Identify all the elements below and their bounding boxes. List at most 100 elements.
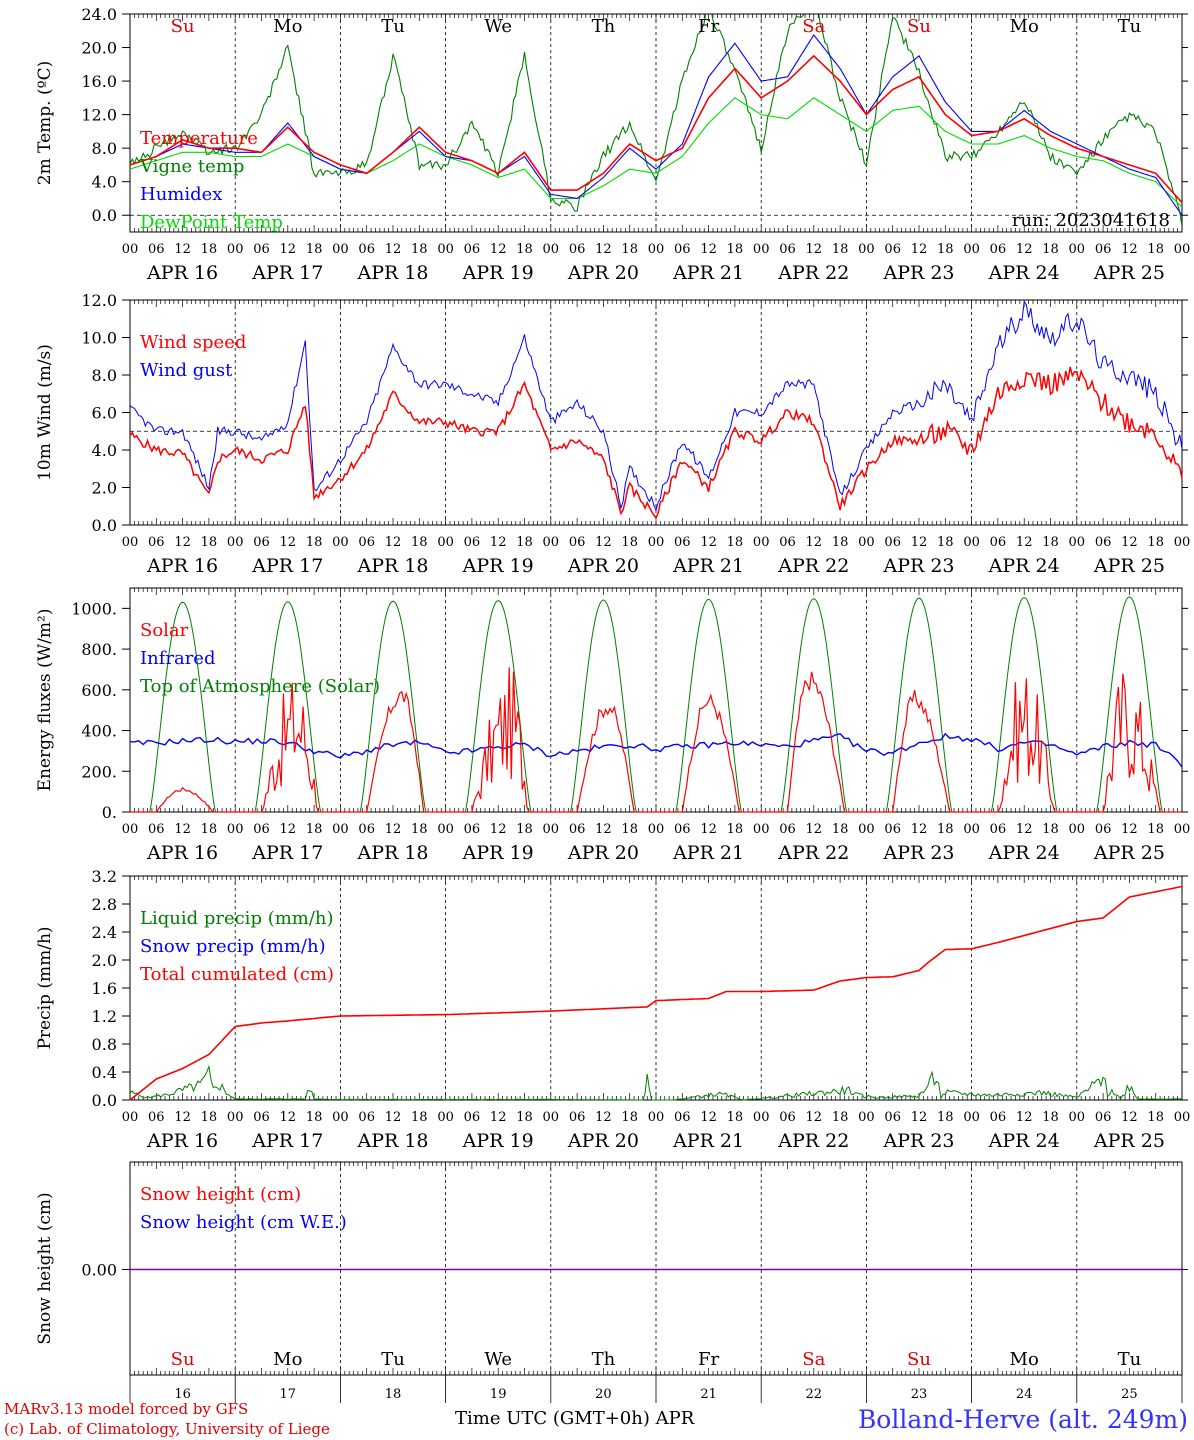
panel-3: Precip (mm/h) 0.0 0.4 0.8 1.2 1.6 2.0 2.4 2.8 3.2… xyxy=(35,867,1190,1152)
hour-tick-label: 00 xyxy=(122,242,139,257)
series-cumulated xyxy=(129,885,1183,1101)
hour-tick-label: 00 xyxy=(963,242,980,257)
hour-tick-label: 18 xyxy=(411,242,428,257)
y-axis-label: Energy fluxes (W/m²) xyxy=(35,609,55,792)
hour-tick-label: 12 xyxy=(1016,535,1033,550)
legend-entry: Total cumulated (cm) xyxy=(140,964,334,985)
hour-tick-label: 06 xyxy=(464,1110,481,1125)
y-tick-label: 1.2 xyxy=(92,1007,117,1026)
day-number-label: 22 xyxy=(806,1387,823,1402)
hour-tick-label: 12 xyxy=(174,822,191,837)
hour-tick-label: 18 xyxy=(832,1110,849,1125)
plot-frame xyxy=(129,587,1183,813)
legend-entry: Temperature xyxy=(140,128,258,149)
hour-tick-label: 12 xyxy=(490,1110,507,1125)
hour-tick-label: 12 xyxy=(280,1110,297,1125)
legend-entry: Infrared xyxy=(140,648,215,669)
hour-tick-label: 00 xyxy=(753,822,770,837)
y-tick-label: 200. xyxy=(81,762,117,781)
hour-tick-label: 06 xyxy=(779,1110,796,1125)
y-axis-label: 2m Temp. (ºC) xyxy=(35,61,55,186)
series-gust xyxy=(129,299,1183,512)
hour-tick-label: 12 xyxy=(1121,242,1138,257)
hour-tick-label: 06 xyxy=(884,535,901,550)
hour-tick-label: 00 xyxy=(332,1110,349,1125)
hour-tick-label: 12 xyxy=(174,242,191,257)
hour-tick-label: 18 xyxy=(1042,1110,1059,1125)
y-tick-label: 0.8 xyxy=(92,1035,117,1054)
panel-2: Energy fluxes (W/m²) 0. 200. 400. 600. 800. 10… xyxy=(35,587,1190,864)
hour-tick-label: 12 xyxy=(1016,242,1033,257)
hour-tick-label: 06 xyxy=(1095,535,1112,550)
hour-tick-label: 18 xyxy=(937,242,954,257)
hour-tick-label: 00 xyxy=(858,822,875,837)
hour-tick-label: 12 xyxy=(1121,535,1138,550)
y-tick-label: 0. xyxy=(102,803,117,822)
time-axis-label: Time UTC (GMT+0h) APR xyxy=(455,1408,695,1429)
day-number-label: 16 xyxy=(174,1387,191,1402)
weekday-label: Fr xyxy=(698,1349,719,1370)
station-name: Bolland-Herve (alt. 249m) xyxy=(858,1405,1188,1434)
hour-tick-label: 06 xyxy=(253,1110,270,1125)
y-tick-label: 8.0 xyxy=(92,366,117,385)
hour-tick-label: 18 xyxy=(1042,535,1059,550)
hour-tick-label: 00 xyxy=(227,535,244,550)
hour-tick-label: 18 xyxy=(201,822,218,837)
hour-tick-label: 00 xyxy=(648,822,665,837)
hour-tick-label: 18 xyxy=(621,242,638,257)
hour-tick-label: 12 xyxy=(174,535,191,550)
hour-tick-label: 12 xyxy=(595,822,612,837)
y-tick-label: 10.0 xyxy=(81,329,117,348)
hour-tick-label: 00 xyxy=(543,1110,560,1125)
date-label: APR 22 xyxy=(777,262,849,284)
hour-tick-label: 00 xyxy=(122,1110,139,1125)
panels: 2m Temp. (ºC) 0.0 4.0 8.0 12.0 16.0 20.0 24.0 Te… xyxy=(35,5,1190,1403)
hour-tick-label: 18 xyxy=(516,822,533,837)
y-tick-label: 20.0 xyxy=(81,39,117,58)
weekday-label: We xyxy=(484,16,512,37)
hour-tick-label: 12 xyxy=(806,242,823,257)
weekday-label: We xyxy=(484,1349,512,1370)
series-group xyxy=(130,14,1182,227)
y-tick-label: 0.00 xyxy=(81,1261,117,1280)
legend-entry: Wind gust xyxy=(140,360,233,381)
date-label: APR 16 xyxy=(146,1130,218,1152)
hour-tick-label: 06 xyxy=(674,242,691,257)
hour-tick-label: 18 xyxy=(1147,822,1164,837)
credit-line-2: (c) Lab. of Climatology, University of L… xyxy=(4,1420,330,1438)
legend-entry: Vigne temp xyxy=(139,156,244,177)
hour-tick-label: 18 xyxy=(621,535,638,550)
hour-tick-label: 18 xyxy=(832,535,849,550)
hour-tick-label: 00 xyxy=(227,242,244,257)
hour-tick-label: 18 xyxy=(1147,1110,1164,1125)
hour-tick-label: 00 xyxy=(122,822,139,837)
hour-tick-label: 06 xyxy=(1095,242,1112,257)
day-number-label: 18 xyxy=(385,1387,402,1402)
legend-entry: Snow precip (mm/h) xyxy=(140,936,326,957)
hour-tick-label: 12 xyxy=(911,535,928,550)
hour-tick-label: 18 xyxy=(516,1110,533,1125)
date-label: APR 18 xyxy=(356,1130,428,1152)
hour-tick-label: 06 xyxy=(1095,822,1112,837)
hour-tick-label: 00 xyxy=(1069,822,1086,837)
hour-tick-label: 00 xyxy=(437,242,454,257)
hour-tick-label: 12 xyxy=(385,1110,402,1125)
hour-tick-label: 06 xyxy=(253,822,270,837)
legend-entry: Liquid precip (mm/h) xyxy=(140,908,334,929)
hour-tick-label: 12 xyxy=(385,822,402,837)
date-label: APR 22 xyxy=(777,1130,849,1152)
date-label: APR 20 xyxy=(567,262,639,284)
weekday-label: Tu xyxy=(1118,16,1142,37)
date-label: APR 16 xyxy=(146,842,218,864)
date-label: APR 19 xyxy=(462,842,534,864)
hour-tick-label: 06 xyxy=(464,535,481,550)
y-tick-label: 1.6 xyxy=(92,979,117,998)
hour-tick-label: 18 xyxy=(306,242,323,257)
date-label: APR 20 xyxy=(567,1130,639,1152)
hour-tick-label: 12 xyxy=(911,822,928,837)
y-tick-label: 0.4 xyxy=(92,1063,117,1082)
hour-tick-label: 06 xyxy=(148,535,165,550)
legend-entry: Top of Atmosphere (Solar) xyxy=(140,676,380,697)
hour-tick-label: 18 xyxy=(727,242,744,257)
hour-tick-label: 18 xyxy=(306,535,323,550)
